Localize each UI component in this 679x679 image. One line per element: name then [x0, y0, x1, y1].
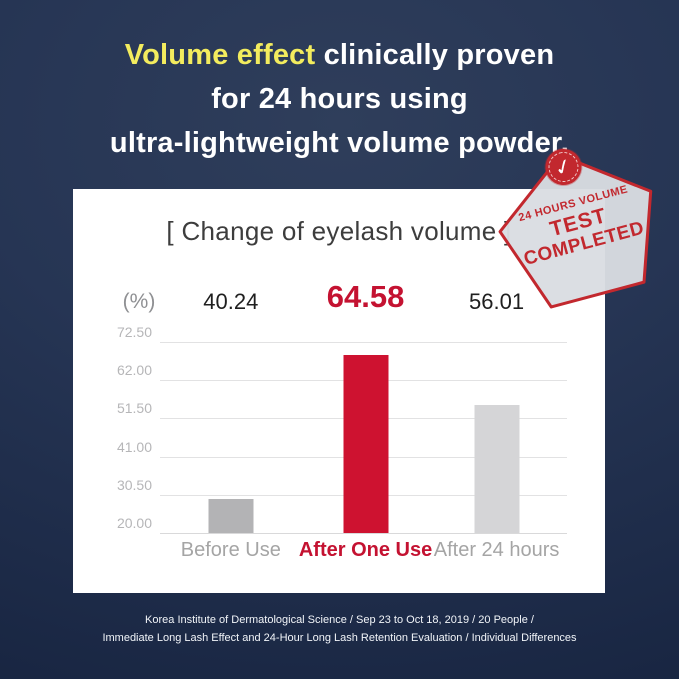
study-caption-line-1: Korea Institute of Dermatological Scienc…: [145, 614, 534, 626]
page-title: Volume effect clinically proven for 24 h…: [0, 33, 679, 165]
bar-before-use: [208, 499, 254, 533]
x-axis-labels-row: Before Use After One Use After 24 hours: [160, 539, 567, 567]
test-completed-stamp: ✓ 24 HOURS VOLUME TEST COMPLETED: [480, 130, 678, 319]
x-axis-label-before-use: Before Use: [180, 539, 281, 561]
x-axis-label-after-24-hours: After 24 hours: [433, 539, 560, 561]
gridline-20.00: 20.00: [117, 515, 567, 534]
value-label-after-24-hours: 56.01: [469, 289, 525, 314]
page-title-line-1-rest: clinically proven: [315, 39, 555, 71]
bar-after-24-hours: [474, 404, 520, 533]
bar-after-one-use: [343, 355, 389, 533]
value-labels-row: 40.24 64.58 56.01: [160, 273, 567, 315]
y-tick-label: 62.00: [116, 362, 152, 379]
page-title-line-3: ultra-lightweight volume powder.: [109, 127, 570, 159]
stamp-pentagon-shape: [498, 153, 653, 309]
plot-area: 72.50 62.00 51.50 41.00 30.50 20.00: [117, 324, 567, 534]
x-axis-label-after-one-use: After One Use: [298, 539, 433, 561]
check-icon: ✓: [550, 153, 577, 182]
value-label-before-use: 40.24: [203, 289, 259, 314]
gridline-72.50: 72.50: [117, 324, 567, 343]
page-title-line-1: Volume effect clinically proven: [0, 33, 679, 77]
page-title-line-2: for 24 hours using: [211, 83, 468, 115]
page-title-highlight: Volume effect: [124, 39, 316, 71]
y-tick-label: 51.50: [116, 400, 152, 417]
study-caption: Korea Institute of Dermatological Scienc…: [0, 611, 679, 647]
y-tick-label: 20.00: [116, 515, 152, 531]
study-caption-line-2: Immediate Long Lash Effect and 24-Hour L…: [102, 632, 577, 644]
y-tick-label: 30.50: [116, 476, 152, 493]
y-tick-label: 72.50: [116, 324, 152, 340]
chart-title: [ Change of eyelash volume ]: [166, 216, 512, 246]
y-axis-unit-label: (%): [122, 290, 156, 313]
y-tick-label: 41.00: [116, 438, 152, 455]
value-label-after-one-use: 64.58: [326, 279, 405, 314]
